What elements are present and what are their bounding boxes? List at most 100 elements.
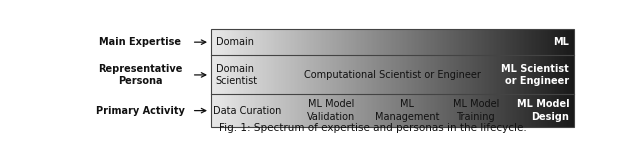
Bar [548, 29, 550, 55]
Bar [253, 55, 255, 94]
Bar [512, 29, 513, 55]
Bar [337, 94, 339, 127]
Bar [335, 94, 336, 127]
Bar [447, 94, 448, 127]
Bar [272, 29, 273, 55]
Bar [279, 29, 280, 55]
Bar [568, 94, 569, 127]
Bar [515, 29, 516, 55]
Text: ML
Management: ML Management [374, 99, 439, 122]
Bar [378, 55, 380, 94]
Bar [392, 94, 394, 127]
Bar [212, 94, 214, 127]
Bar [547, 29, 548, 55]
Bar [566, 29, 568, 55]
Bar [364, 94, 365, 127]
Bar [300, 94, 301, 127]
Bar [332, 29, 333, 55]
Bar [333, 94, 335, 127]
Bar [563, 55, 564, 94]
Bar [536, 55, 538, 94]
Bar [515, 94, 516, 127]
Bar [516, 29, 517, 55]
Bar [424, 55, 426, 94]
Bar [346, 29, 347, 55]
Bar [445, 94, 447, 127]
Bar [484, 29, 486, 55]
Bar [415, 55, 417, 94]
Bar [371, 29, 372, 55]
Bar [358, 29, 359, 55]
Bar [459, 29, 460, 55]
Bar [365, 29, 366, 55]
Bar [350, 29, 352, 55]
Bar [419, 29, 420, 55]
Bar [294, 29, 295, 55]
Bar [225, 55, 226, 94]
Bar [291, 94, 292, 127]
Bar [527, 94, 529, 127]
Bar [455, 94, 457, 127]
Bar [268, 94, 269, 127]
Bar [404, 55, 406, 94]
Bar [342, 29, 343, 55]
Bar [436, 29, 437, 55]
Bar [489, 29, 490, 55]
Bar [476, 29, 477, 55]
Bar [221, 29, 223, 55]
Bar [553, 55, 554, 94]
Bar [440, 94, 441, 127]
Bar [342, 94, 343, 127]
Bar [289, 94, 290, 127]
Bar [455, 29, 457, 55]
Bar [220, 94, 221, 127]
Bar [249, 94, 250, 127]
Bar [467, 94, 468, 127]
Bar [280, 29, 282, 55]
Bar [266, 55, 268, 94]
Bar [444, 29, 446, 55]
Bar [271, 29, 272, 55]
Bar [279, 94, 280, 127]
Bar [501, 94, 502, 127]
Bar [383, 94, 384, 127]
Bar [400, 94, 401, 127]
Bar [259, 55, 260, 94]
Bar [228, 94, 230, 127]
Bar [443, 29, 445, 55]
Bar [248, 29, 249, 55]
Bar [366, 29, 367, 55]
Bar [506, 94, 508, 127]
Bar [239, 29, 241, 55]
Bar [509, 55, 511, 94]
Bar [569, 55, 570, 94]
Bar [451, 94, 452, 127]
Bar [477, 55, 479, 94]
Bar [527, 55, 528, 94]
Bar [264, 55, 266, 94]
Bar [534, 55, 535, 94]
Bar [468, 29, 470, 55]
Bar [380, 94, 382, 127]
Bar [437, 94, 438, 127]
Bar [549, 94, 551, 127]
Bar [419, 55, 420, 94]
Bar [545, 29, 546, 55]
Text: Domain: Domain [216, 37, 254, 47]
Bar [309, 55, 310, 94]
Bar [395, 94, 396, 127]
Bar [448, 55, 449, 94]
Bar [221, 55, 223, 94]
Bar [452, 55, 453, 94]
Bar [344, 55, 346, 94]
Bar [556, 29, 557, 55]
Bar [222, 94, 224, 127]
Bar [464, 29, 465, 55]
Bar [504, 55, 505, 94]
Bar [294, 55, 296, 94]
Bar [212, 55, 214, 94]
Bar [296, 55, 298, 94]
Bar [230, 55, 231, 94]
Bar [252, 29, 253, 55]
Bar [294, 94, 295, 127]
